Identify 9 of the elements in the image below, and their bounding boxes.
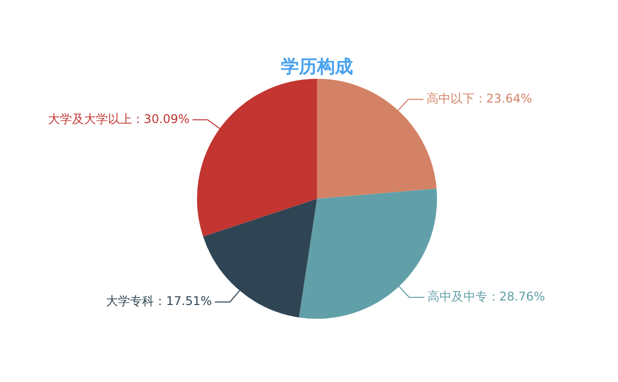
- slice-label: 高中以下: [426, 91, 474, 106]
- slice-label: 高中及中专: [427, 289, 488, 304]
- data-label: ：28.76%: [487, 289, 546, 304]
- data-label: ：30.09%: [132, 112, 190, 126]
- slice-label: 大学专科: [106, 294, 154, 308]
- slice-label: 大学及大学以上: [48, 112, 132, 126]
- data-label: ：17.51%: [154, 294, 212, 308]
- data-label: ：23.64%: [474, 91, 532, 106]
- chart-title: 学历构成: [281, 56, 353, 78]
